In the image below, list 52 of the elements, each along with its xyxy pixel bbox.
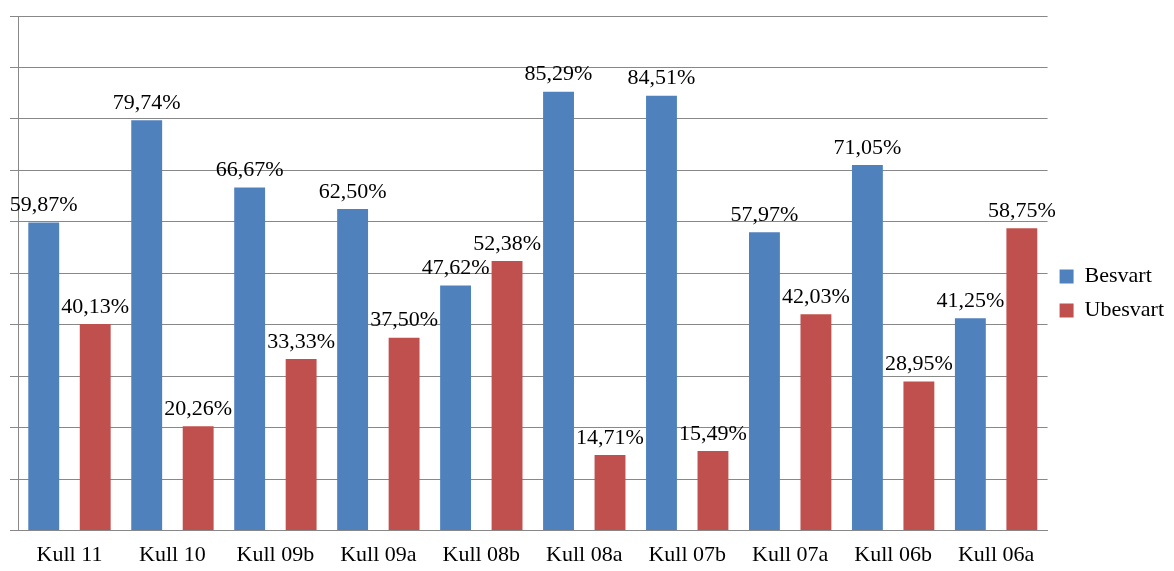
bar — [749, 232, 780, 531]
data-label: 14,71% — [576, 423, 644, 449]
x-tick-label: Kull 09b — [236, 540, 315, 566]
data-label: 59,87% — [9, 191, 78, 217]
x-tick-label: Kull 08b — [442, 540, 521, 566]
data-label: 84,51% — [627, 64, 696, 90]
legend-label: Ubesvart — [1084, 296, 1164, 322]
data-label: 28,95% — [884, 350, 953, 376]
bar — [131, 120, 163, 531]
data-label: 58,75% — [987, 197, 1056, 223]
bar — [28, 222, 60, 531]
data-label: 66,67% — [215, 156, 284, 182]
bar — [388, 337, 420, 531]
bar — [337, 208, 369, 531]
x-tick-label: Kull 09a — [340, 540, 417, 566]
bar — [1006, 228, 1038, 531]
data-label: 71,05% — [833, 133, 902, 159]
data-label: 47,62% — [421, 254, 490, 280]
legend-label: Besvart — [1084, 262, 1152, 288]
x-tick-label: Kull 06a — [957, 540, 1035, 566]
bar — [646, 95, 677, 531]
data-label: 42,03% — [782, 283, 850, 309]
bar — [285, 359, 317, 531]
data-label: 79,74% — [112, 89, 181, 115]
data-label: 40,13% — [61, 292, 130, 318]
x-tick-label: Kull 07b — [648, 540, 727, 566]
bar — [234, 187, 266, 531]
data-label: 33,33% — [267, 327, 336, 353]
data-label: 85,29% — [524, 60, 593, 86]
data-label: 62,50% — [318, 177, 387, 203]
x-tick-label: Kull 06b — [854, 540, 932, 566]
data-label: 52,38% — [473, 229, 541, 255]
bar — [543, 91, 574, 531]
x-tick-label: Kull 07a — [751, 540, 829, 566]
data-label: 57,97% — [730, 201, 799, 227]
data-label: 41,25% — [936, 287, 1005, 313]
bar — [79, 324, 111, 531]
bar — [851, 164, 883, 531]
bar — [903, 381, 935, 531]
bar — [954, 318, 986, 531]
bar — [800, 314, 832, 531]
bar — [697, 450, 729, 531]
bar — [594, 454, 626, 531]
data-label: 15,49% — [679, 419, 747, 445]
x-tick-label: Kull 10 — [139, 540, 206, 566]
data-label: 37,50% — [370, 306, 439, 332]
x-tick-label: Kull 08a — [546, 540, 623, 566]
bar — [440, 285, 472, 531]
bar — [491, 261, 523, 531]
data-label: 20,26% — [164, 395, 233, 421]
x-tick-label: Kull 11 — [36, 540, 103, 566]
bar — [182, 426, 214, 531]
